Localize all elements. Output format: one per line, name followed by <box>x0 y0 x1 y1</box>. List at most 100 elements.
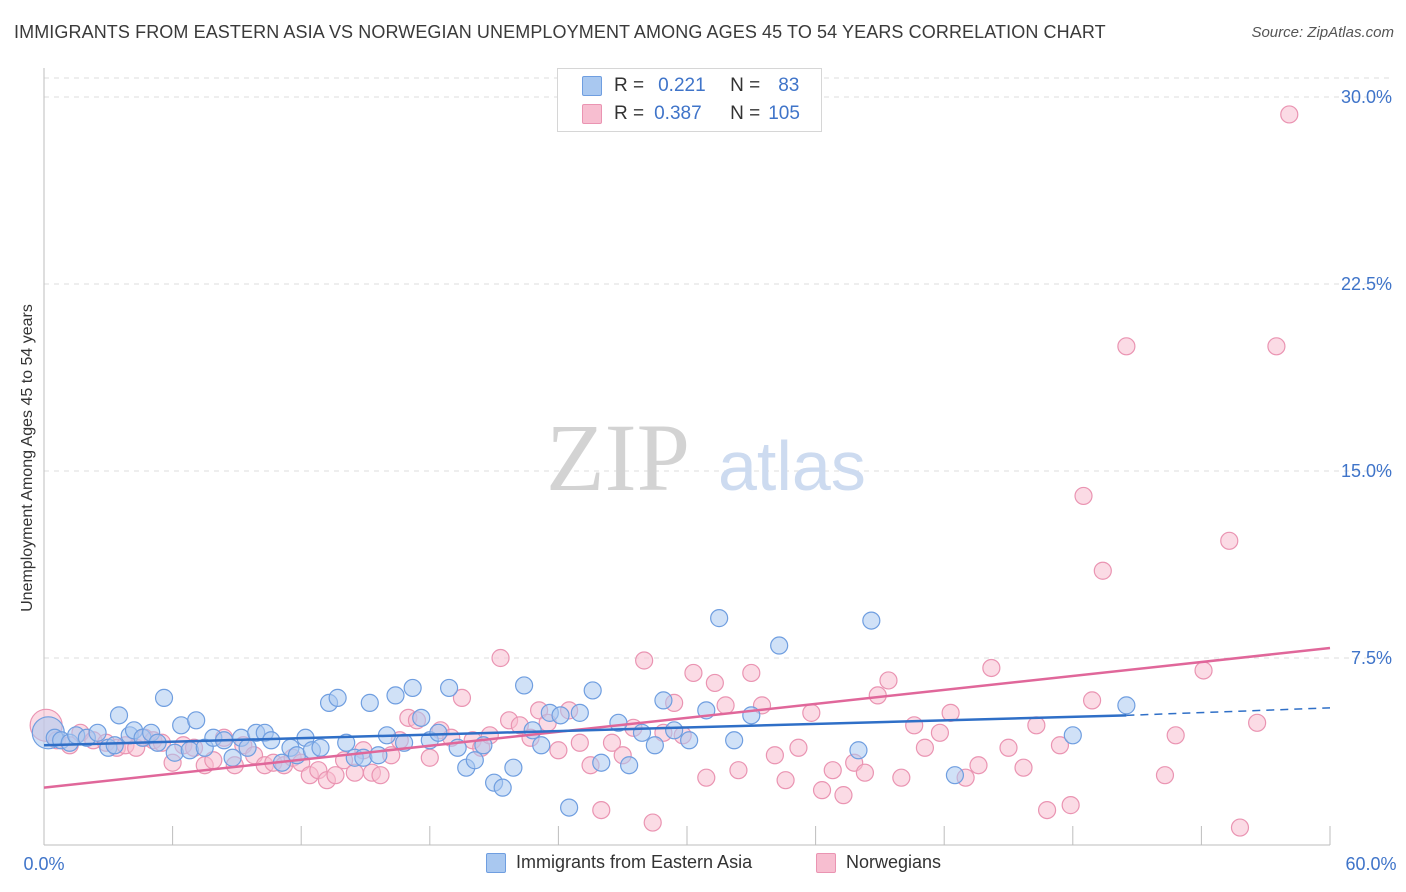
eastern-asia-point <box>88 723 107 742</box>
eastern-asia-point <box>165 743 184 762</box>
eastern-asia-point <box>770 636 789 655</box>
n-label: N = <box>730 103 761 124</box>
norwegian-point <box>1166 726 1185 745</box>
norwegian-point <box>371 766 390 785</box>
norwegian-point <box>812 781 832 800</box>
chart-title: IMMIGRANTS FROM EASTERN ASIA VS NORWEGIA… <box>14 22 1106 42</box>
data-points <box>29 105 1299 837</box>
eastern-asia-point <box>311 738 330 757</box>
eastern-asia-point <box>180 741 199 760</box>
norwegian-point <box>1280 105 1299 124</box>
norwegian-point <box>1014 758 1033 777</box>
eastern-asia-point <box>386 686 405 705</box>
legend-row-norwegians: R = 0.387 N = 105 <box>582 102 800 126</box>
eastern-asia-point <box>849 741 868 760</box>
norwegian-point <box>969 756 988 775</box>
norwegian-point <box>549 741 568 760</box>
eastern-asia-trend-extension <box>1126 707 1331 717</box>
eastern-asia-point <box>710 609 729 628</box>
x-tick-label: 0.0% <box>23 854 64 874</box>
correlation-legend: R = 0.221 N = 83 R = 0.387 N = 105 <box>557 68 822 132</box>
y-tick-label: 22.5% <box>1341 274 1392 294</box>
norwegian-point <box>570 733 589 752</box>
r-value-eastern-asia: 0.221 <box>658 75 706 96</box>
norwegian-point <box>879 671 898 690</box>
eastern-asia-point <box>172 716 191 735</box>
eastern-asia-point <box>560 798 579 817</box>
norwegian-point <box>1037 800 1057 820</box>
norwegian-point <box>1082 691 1102 710</box>
norwegian-point <box>697 768 716 787</box>
eastern-asia-point <box>945 766 965 785</box>
norwegian-point <box>982 658 1001 678</box>
legend-label-norwegians: Norwegians <box>846 852 942 872</box>
norwegian-point <box>1050 736 1070 755</box>
eastern-asia-point <box>570 703 589 722</box>
eastern-asia-point <box>583 681 602 700</box>
norwegian-point <box>905 716 924 735</box>
norwegian-point <box>802 703 821 722</box>
legend-label-eastern-asia: Immigrants from Eastern Asia <box>516 852 753 872</box>
legend-item-norwegians[interactable]: Norwegians <box>816 852 941 873</box>
norwegian-point <box>592 800 611 820</box>
eastern-asia-point <box>337 733 356 752</box>
eastern-asia-point <box>1063 726 1082 745</box>
norwegians-trend-line <box>43 646 1331 789</box>
norwegian-point <box>1027 716 1046 735</box>
eastern-asia-point <box>665 721 684 740</box>
eastern-asia-point <box>609 713 628 732</box>
eastern-asia-point <box>632 723 652 742</box>
legend-swatch-pink <box>582 104 602 124</box>
series-legend: Immigrants from Eastern Asia Norwegians <box>0 852 1406 878</box>
norwegian-point <box>729 761 748 780</box>
r-label: R = <box>614 75 645 96</box>
norwegian-point <box>1074 486 1093 506</box>
norwegian-point <box>1117 337 1136 356</box>
eastern-asia-point <box>403 678 422 698</box>
norwegian-point <box>643 813 662 832</box>
eastern-asia-point <box>105 736 124 755</box>
legend-row-eastern-asia: R = 0.221 N = 83 <box>582 74 799 98</box>
legend-swatch-blue <box>582 76 602 96</box>
eastern-asia-point <box>725 731 744 750</box>
eastern-asia-trend-line <box>43 714 1127 747</box>
norwegian-point <box>789 738 808 757</box>
norwegian-point <box>892 768 911 787</box>
norwegian-point <box>1155 766 1175 785</box>
norwegian-point <box>742 663 761 683</box>
y-tick-label: 15.0% <box>1341 461 1392 481</box>
norwegian-point <box>1194 661 1213 680</box>
norwegian-point <box>1230 818 1250 837</box>
norwegian-point <box>491 648 510 668</box>
eastern-asia-point <box>551 706 570 725</box>
eastern-asia-point <box>154 688 174 707</box>
y-tick-label: 30.0% <box>1341 87 1392 107</box>
norwegian-point <box>823 761 842 780</box>
eastern-asia-point <box>645 736 664 755</box>
y-tick-label: 7.5% <box>1351 648 1392 668</box>
r-label: R = <box>614 103 645 124</box>
n-value-norwegians: 105 <box>768 103 800 124</box>
norwegian-point <box>1220 531 1239 550</box>
eastern-asia-point <box>238 738 257 757</box>
n-label: N = <box>730 75 761 96</box>
norwegian-point <box>716 696 735 715</box>
norwegian-point <box>1093 561 1112 580</box>
eastern-asia-point <box>465 751 484 770</box>
x-tick-label: 60.0% <box>1345 854 1396 874</box>
tick-labels: 7.5% 15.0% 22.5% 30.0% 0.0% 60.0% <box>23 87 1396 874</box>
eastern-asia-point <box>532 736 551 755</box>
eastern-asia-point <box>223 748 242 767</box>
eastern-asia-point <box>620 756 639 775</box>
legend-item-eastern-asia[interactable]: Immigrants from Eastern Asia <box>486 852 752 873</box>
trend-lines <box>43 646 1331 789</box>
eastern-asia-point <box>504 758 523 777</box>
eastern-asia-point <box>592 753 611 772</box>
norwegian-point <box>915 738 935 757</box>
eastern-asia-point <box>862 611 881 630</box>
norwegian-point <box>930 723 950 742</box>
eastern-asia-point <box>1117 696 1136 715</box>
norwegian-point <box>420 748 439 767</box>
norwegian-point <box>776 771 795 790</box>
norwegian-point <box>635 651 654 670</box>
